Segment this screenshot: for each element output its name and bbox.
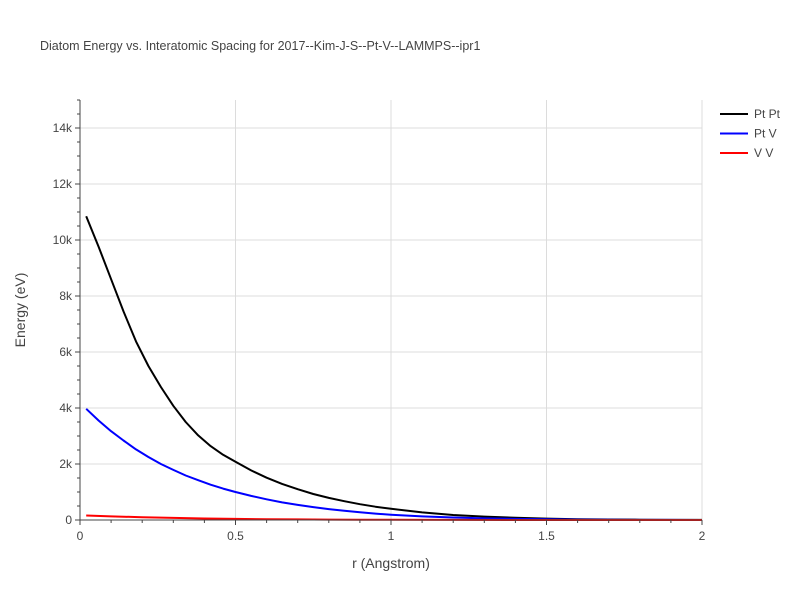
legend-label: Pt V: [754, 127, 777, 141]
legend: Pt Pt Pt V V V: [720, 107, 781, 160]
x-axis-title: r (Angstrom): [352, 555, 430, 571]
legend-label: Pt Pt: [754, 107, 781, 121]
y-tick-label: 14k: [53, 121, 73, 135]
x-tick-labels: 0 0.5 1 1.5 2: [77, 529, 706, 543]
x-tick-label: 2: [699, 529, 706, 543]
y-tick-labels: 0 2k 4k 6k 8k 10k 12k 14k: [53, 121, 73, 527]
y-tick-label: 8k: [59, 289, 73, 303]
y-tick-label: 0: [65, 513, 72, 527]
x-tick-label: 1: [388, 529, 395, 543]
y-tick-label: 4k: [59, 401, 73, 415]
chart-title: Diatom Energy vs. Interatomic Spacing fo…: [40, 39, 480, 53]
x-tick-label: 0.5: [227, 529, 244, 543]
y-axis-title: Energy (eV): [12, 273, 28, 348]
x-tick-label: 1.5: [538, 529, 555, 543]
axes: [75, 99, 703, 525]
y-tick-label: 6k: [59, 345, 73, 359]
y-tick-label: 12k: [53, 177, 73, 191]
y-tick-label: 2k: [59, 457, 73, 471]
grid-lines: [80, 100, 703, 520]
x-tick-label: 0: [77, 529, 84, 543]
y-tick-label: 10k: [53, 233, 73, 247]
legend-label: V V: [754, 146, 773, 160]
